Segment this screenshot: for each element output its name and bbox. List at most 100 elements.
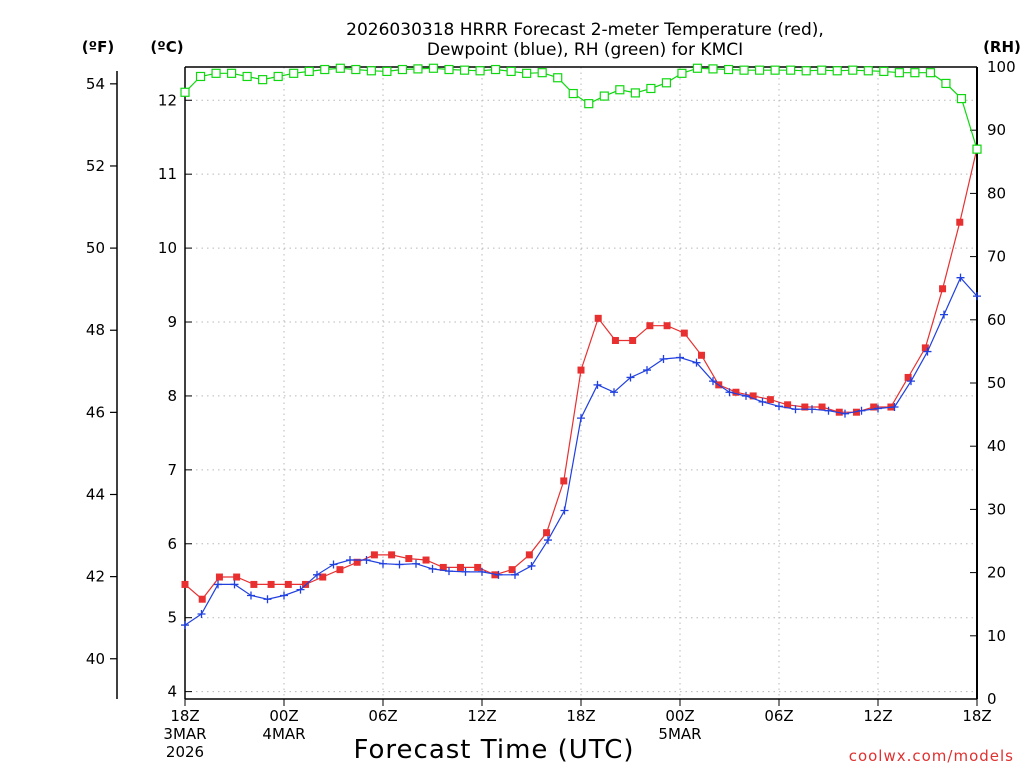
data-point [723, 64, 734, 75]
rh-tick-label: 100 [987, 58, 1016, 76]
data-point [379, 559, 387, 568]
celsius-unit-label: (ºC) [150, 38, 183, 56]
data-point [233, 573, 241, 581]
data-point [428, 63, 439, 73]
data-point [758, 397, 767, 406]
data-point [263, 595, 272, 604]
data-point [801, 66, 811, 76]
data-point [181, 580, 189, 588]
data-point [289, 68, 299, 78]
data-point [939, 285, 947, 293]
data-point [180, 87, 190, 97]
data-point [848, 65, 858, 75]
data-point [817, 65, 827, 75]
data-point [973, 292, 981, 301]
data-point [824, 406, 833, 415]
data-point [749, 392, 757, 400]
data-point [907, 377, 915, 386]
fahrenheit-tick-label: 42 [86, 568, 105, 586]
data-point [522, 68, 532, 78]
data-point [742, 391, 750, 400]
data-point [646, 83, 656, 94]
data-point [972, 144, 982, 154]
data-point [198, 595, 206, 603]
data-point [599, 91, 609, 101]
data-point [428, 564, 437, 573]
data-point [296, 585, 305, 594]
data-point [904, 373, 912, 381]
data-point [630, 88, 640, 98]
celsius-tick-label: 5 [167, 609, 177, 627]
data-point [663, 322, 671, 330]
fahrenheit-tick-label: 40 [86, 650, 105, 668]
series-2-meter-temperature [181, 144, 981, 603]
data-point [560, 477, 568, 485]
data-point [629, 336, 637, 344]
data-point [925, 68, 936, 78]
data-point [247, 591, 255, 600]
data-point [560, 506, 569, 515]
data-point [494, 570, 503, 579]
data-point [956, 93, 967, 104]
data-point [313, 570, 321, 579]
data-point [956, 273, 965, 282]
data-point [444, 64, 454, 75]
data-point [329, 560, 338, 569]
fahrenheit-tick-label: 48 [86, 321, 105, 339]
x-tick-label: 00Z [269, 707, 298, 725]
data-point [784, 401, 792, 409]
data-point [242, 71, 252, 82]
data-point [680, 329, 688, 337]
data-point [395, 560, 404, 569]
data-point [508, 566, 516, 574]
data-point [941, 78, 951, 89]
data-point [676, 353, 684, 362]
data-point [230, 580, 239, 589]
data-point [336, 566, 344, 574]
data-point [335, 63, 345, 73]
data-point [304, 66, 314, 77]
celsius-tick-label: 11 [158, 165, 177, 183]
data-point [661, 78, 672, 88]
celsius-tick-label: 4 [167, 683, 177, 701]
data-point [362, 556, 371, 565]
x-tick-label: 4MAR [262, 725, 305, 743]
data-point [923, 347, 932, 356]
x-tick-label: 2026 [166, 743, 204, 761]
celsius-tick-label: 9 [167, 313, 177, 331]
x-tick-label: 06Z [368, 707, 397, 725]
fahrenheit-tick-label: 52 [86, 157, 105, 175]
data-point [584, 99, 594, 109]
source-credit: coolwx.com/models [849, 747, 1014, 765]
x-axis-title: Forecast Time (UTC) [353, 735, 634, 765]
data-point [879, 66, 889, 77]
fahrenheit-unit-label: (ºF) [82, 38, 114, 56]
x-tick-label: 06Z [764, 707, 793, 725]
data-point [413, 64, 423, 74]
data-point [320, 64, 330, 75]
fahrenheit-tick-label: 54 [86, 75, 105, 93]
data-point [874, 404, 882, 413]
data-point [215, 573, 223, 581]
data-point [544, 536, 552, 545]
fahrenheit-tick-label: 50 [86, 239, 105, 257]
data-point [857, 406, 866, 415]
data-point [709, 377, 717, 386]
rh-tick-label: 10 [987, 627, 1006, 645]
data-point [643, 366, 651, 375]
data-point [775, 402, 783, 411]
data-point [284, 580, 292, 588]
data-point [677, 68, 687, 78]
data-point [611, 336, 619, 344]
data-point [226, 68, 237, 78]
data-point [351, 64, 361, 75]
data-point [766, 396, 774, 404]
data-point [250, 580, 258, 588]
data-point [525, 551, 533, 559]
x-tick-label: 18Z [566, 707, 595, 725]
data-point [456, 563, 464, 571]
data-point [412, 559, 420, 568]
data-point [370, 551, 378, 559]
data-point [478, 567, 486, 576]
rh-tick-label: 50 [987, 374, 1006, 392]
